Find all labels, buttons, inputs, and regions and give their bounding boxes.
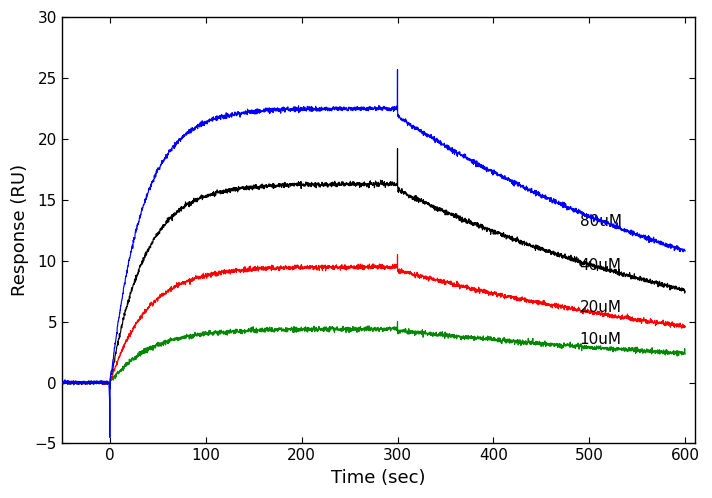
Text: 80uM: 80uM — [580, 214, 622, 229]
Text: 20uM: 20uM — [580, 299, 622, 315]
Text: 10uM: 10uM — [580, 333, 622, 348]
Y-axis label: Response (RU): Response (RU) — [11, 164, 29, 296]
Text: 40uM: 40uM — [580, 258, 622, 273]
X-axis label: Time (sec): Time (sec) — [331, 469, 426, 487]
